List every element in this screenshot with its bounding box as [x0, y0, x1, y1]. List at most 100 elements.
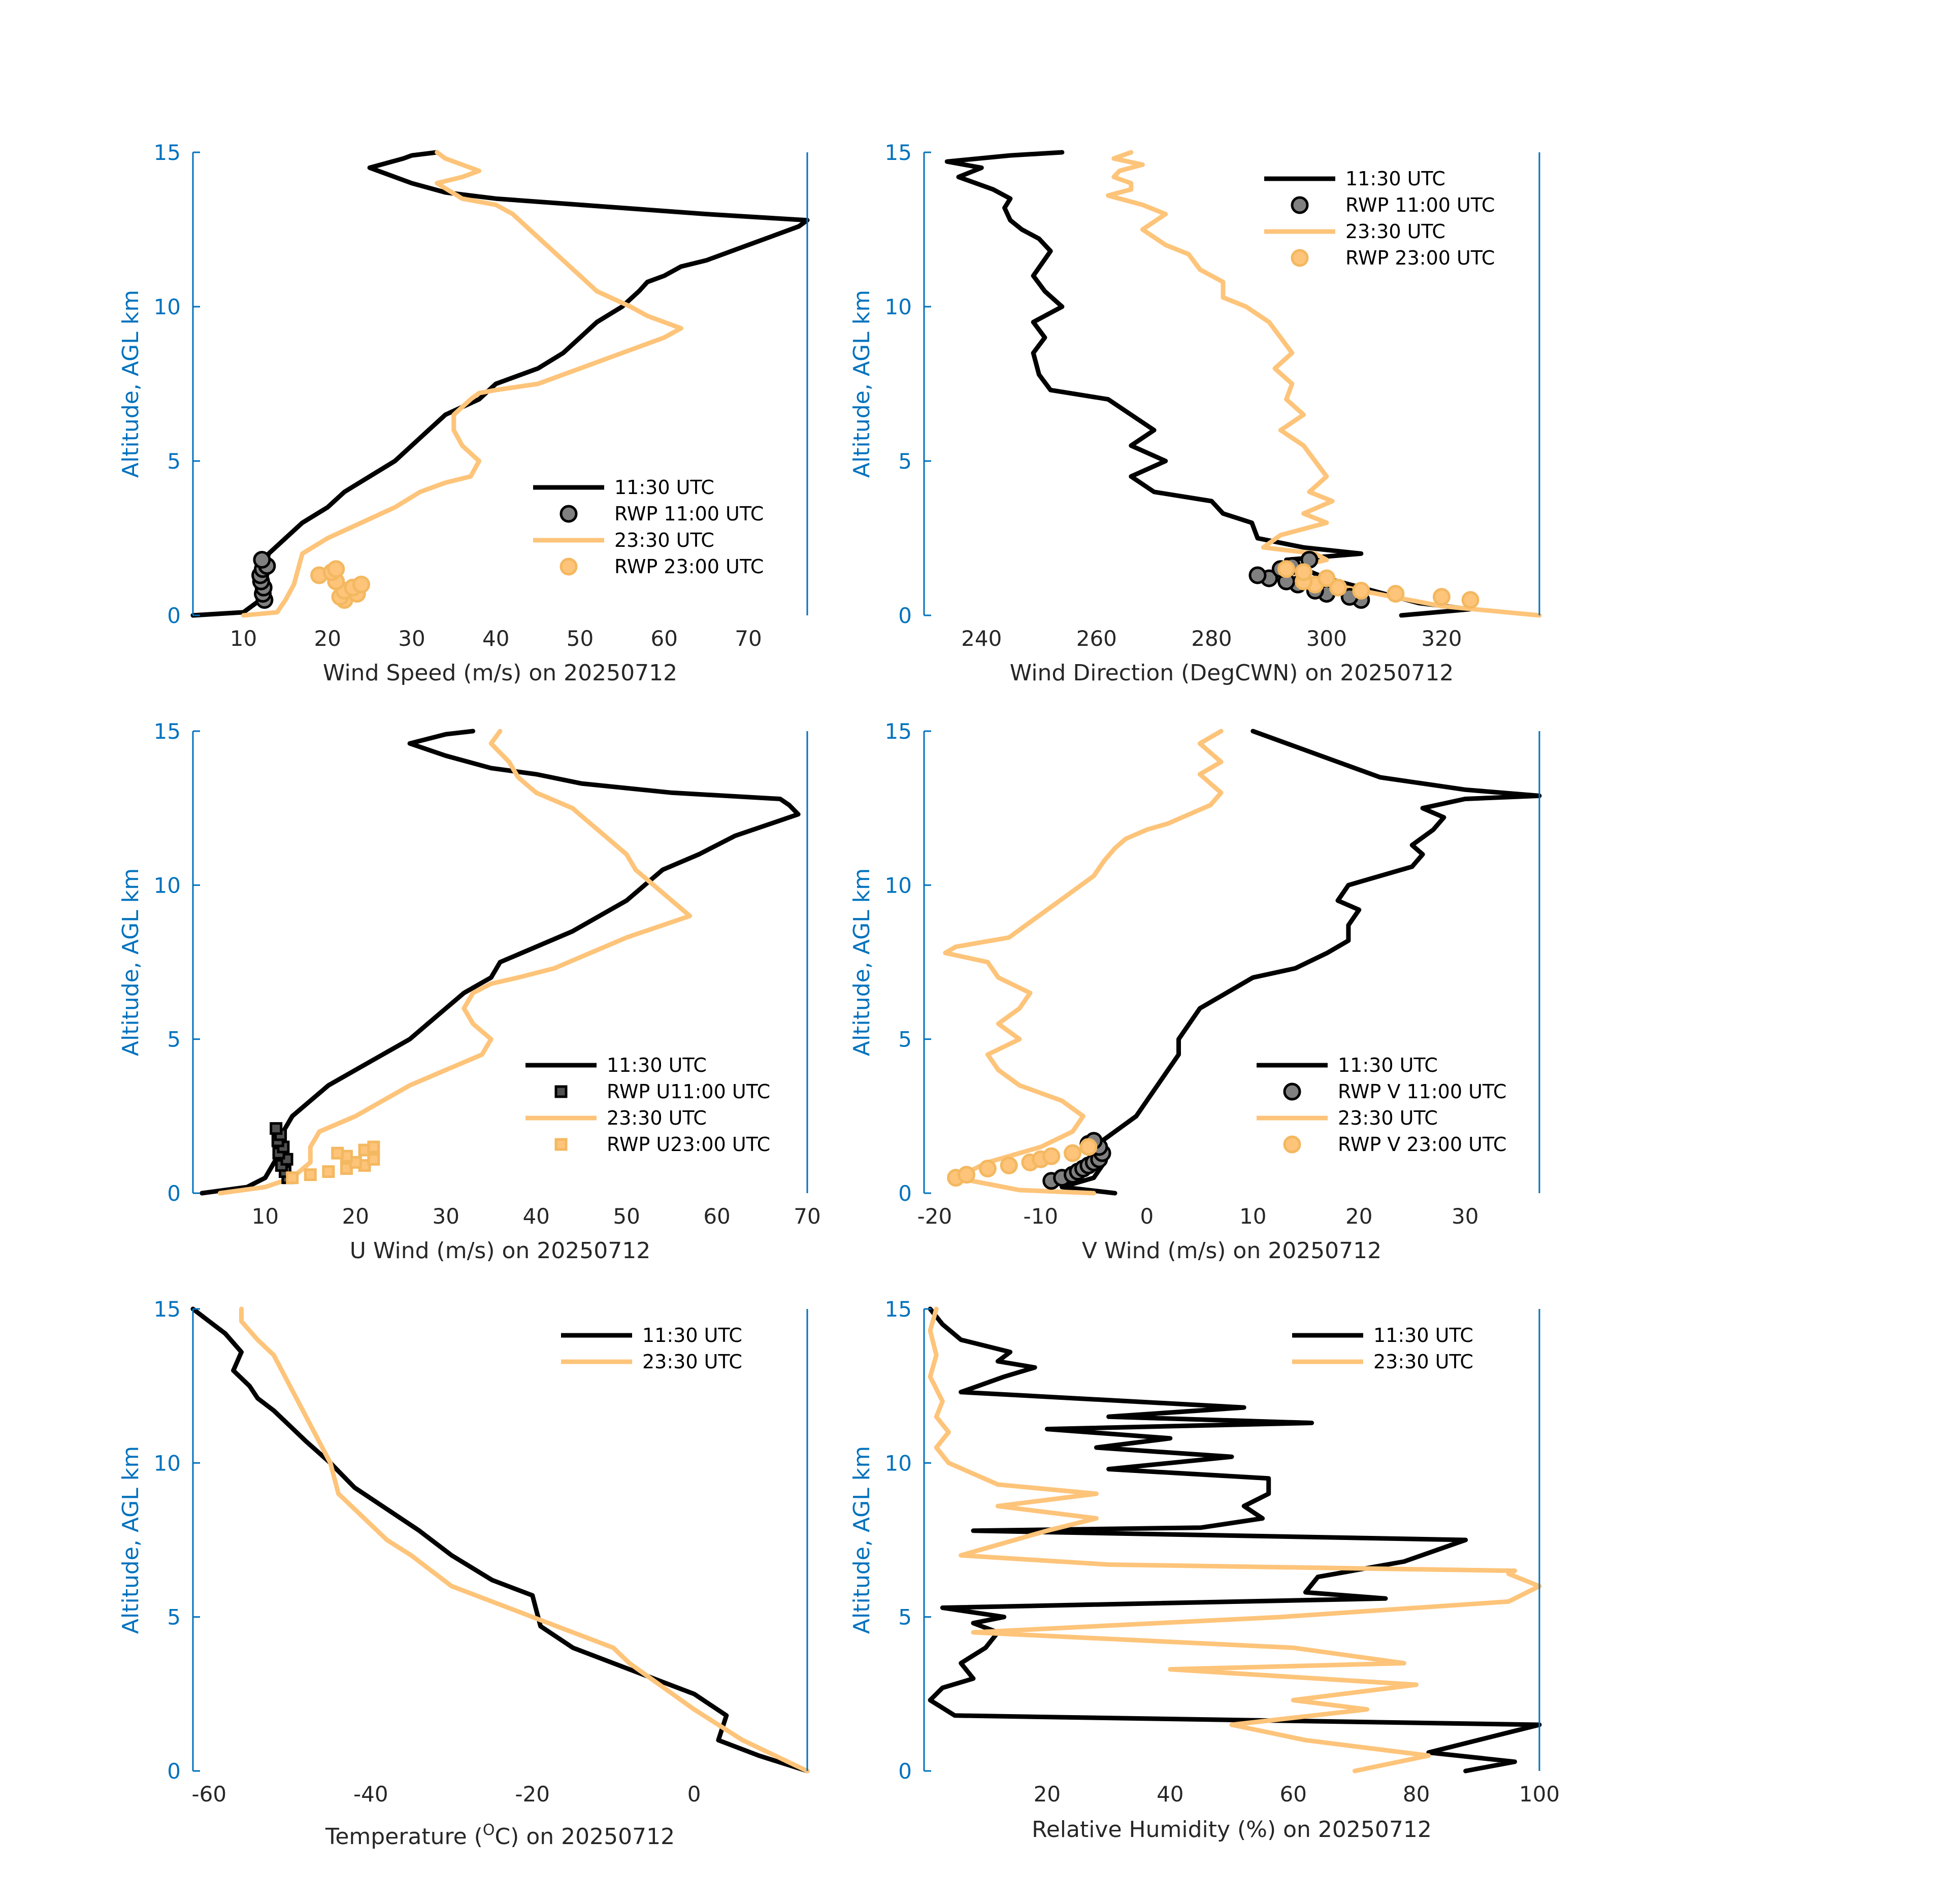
x-tick-label: -20: [917, 1204, 952, 1229]
y-axis-label: Altitude, AGL km: [118, 290, 144, 478]
x-tick-label: 60: [703, 1204, 730, 1229]
ticks-relative-humidity: 20 40 60 80 100 0 5 10 15: [885, 1297, 1560, 1807]
legend-swatch-square: [554, 1085, 568, 1098]
legend-label: 11:30 UTC: [607, 1054, 707, 1076]
y-axis-label: Altitude, AGL km: [849, 290, 875, 478]
x-tick-label: 0: [687, 1782, 701, 1807]
series-line-2330: [928, 1306, 1542, 1774]
series-line-2330: [217, 729, 693, 1196]
x-tick-label: 60: [650, 626, 677, 651]
data-point: [270, 1122, 283, 1135]
panel-u-wind: 10 20 30 40 50 60 70 0 5 10 15 U Wind (m/s) on 202…: [118, 719, 821, 1264]
y-tick-label: 15: [154, 719, 181, 744]
legend-label: 23:30 UTC: [614, 529, 714, 551]
plot-area-relative-humidity: [928, 1306, 1542, 1774]
x-tick-label: 300: [1306, 626, 1347, 651]
x-tick-label: 10: [230, 626, 257, 651]
plot-area-v-wind: [943, 729, 1542, 1196]
y-tick-label: 0: [898, 1181, 912, 1206]
legend-label: 23:30 UTC: [1373, 1351, 1473, 1373]
x-tick-label: 20: [342, 1204, 369, 1229]
series-line-1130: [928, 1306, 1542, 1774]
x-tick-label: 30: [433, 1204, 459, 1229]
legend-v-wind: 11:30 UTC RWP V 11:00 UTC 23:30 UTC RWP V 2…: [1257, 1054, 1506, 1156]
legend-label: RWP 23:00 UTC: [1345, 247, 1495, 269]
legend-label: RWP V 11:00 UTC: [1338, 1080, 1506, 1103]
y-axis-label: Altitude, AGL km: [118, 1446, 144, 1634]
legend-swatch-square: [554, 1138, 568, 1151]
legend-wind-speed: 11:30 UTC RWP 11:00 UTC 23:30 UTC RWP 23:00…: [533, 476, 764, 578]
data-point: [958, 1166, 976, 1184]
plot-area-wind-speed: [190, 150, 810, 618]
ticks-u-wind: 10 20 30 40 50 60 70 0 5 10 15: [154, 719, 821, 1229]
legend-label: 11:30 UTC: [1338, 1054, 1438, 1076]
x-tick-label: 50: [567, 626, 594, 651]
legend-label: 11:30 UTC: [1345, 168, 1445, 190]
y-axis-label: Altitude, AGL km: [849, 868, 875, 1056]
legend-label: 11:30 UTC: [642, 1324, 742, 1347]
data-point: [327, 560, 345, 578]
legend-label: RWP U23:00 UTC: [607, 1133, 770, 1156]
y-tick-label: 0: [167, 603, 181, 628]
y-tick-label: 5: [167, 449, 181, 474]
data-point: [304, 1168, 317, 1181]
y-tick-label: 10: [885, 1451, 912, 1475]
y-axis-label: Altitude, AGL km: [118, 868, 144, 1056]
x-tick-label: 40: [1157, 1782, 1183, 1807]
x-tick-label: 80: [1403, 1782, 1430, 1807]
y-tick-label: 5: [898, 449, 912, 474]
data-point: [1248, 566, 1267, 584]
x-tick-label: 10: [252, 1204, 279, 1229]
series-line-2330: [943, 729, 1224, 1196]
legend-u-wind: 11:30 UTC RWP U11:00 UTC 23:30 UTC RWP U23:…: [525, 1054, 770, 1156]
y-axis-label: Altitude, AGL km: [849, 1446, 875, 1634]
ticks-wind-speed: 10 20 30 40 50 60 70 0 5 10 15: [154, 140, 762, 651]
ticks-v-wind: -20 -10 0 10 20 30 0 5 10 15: [885, 719, 1479, 1229]
x-tick-label: 280: [1191, 626, 1232, 651]
data-point: [1461, 591, 1479, 609]
y-tick-label: 0: [167, 1759, 181, 1784]
panel-temperature: -60 -40 -20 0 0 5 10 15 Temperature (OC) on 202…: [118, 1297, 810, 1850]
data-point: [367, 1140, 380, 1154]
x-tick-label: 40: [482, 626, 509, 651]
legend-label: 23:30 UTC: [607, 1107, 707, 1129]
y-tick-label: 15: [154, 1297, 181, 1322]
y-tick-label: 5: [898, 1027, 912, 1052]
x-tick-label: 30: [398, 626, 425, 651]
series-line-1130: [190, 1306, 810, 1774]
x-tick-label: 20: [314, 626, 341, 651]
data-point: [286, 1171, 299, 1185]
legend-swatch-marker: [1291, 196, 1309, 214]
y-tick-label: 5: [898, 1605, 912, 1630]
legend-label: 23:30 UTC: [1345, 220, 1445, 243]
x-tick-label: -20: [515, 1782, 550, 1807]
y-tick-label: 15: [885, 1297, 912, 1322]
x-axis-label: Wind Speed (m/s) on 20250712: [323, 660, 677, 686]
legend-label: 11:30 UTC: [614, 476, 714, 499]
x-tick-label: 240: [961, 626, 1002, 651]
y-tick-label: 10: [154, 294, 181, 319]
series-line-2330: [241, 150, 683, 618]
series-line-1130: [200, 729, 801, 1196]
series-line-1130: [190, 150, 810, 618]
panel-v-wind: -20 -10 0 10 20 30 0 5 10 15 V Wind (m/s) on 2025…: [849, 719, 1542, 1264]
data-point: [1318, 569, 1336, 587]
x-tick-label: 70: [735, 626, 762, 651]
legend-swatch-marker: [559, 505, 578, 523]
series-line-2330: [1106, 150, 1542, 618]
x-tick-label: 100: [1519, 1782, 1560, 1807]
data-point: [1079, 1138, 1098, 1156]
x-tick-label: 320: [1421, 626, 1462, 651]
legend-label: RWP 23:00 UTC: [614, 555, 764, 578]
plot-area-temperature: [190, 1306, 810, 1774]
x-tick-label: 40: [522, 1204, 549, 1229]
legend-swatch-marker: [1291, 249, 1309, 267]
data-point: [1064, 1144, 1082, 1162]
x-axis-label: Wind Direction (DegCWN) on 20250712: [1010, 660, 1454, 686]
legend-relative-humidity: 11:30 UTC 23:30 UTC: [1292, 1324, 1473, 1373]
legend-label: RWP V 23:00 UTC: [1338, 1133, 1506, 1156]
legend-swatch-marker: [1283, 1082, 1301, 1101]
y-tick-label: 10: [154, 1451, 181, 1475]
data-point: [1432, 588, 1451, 606]
